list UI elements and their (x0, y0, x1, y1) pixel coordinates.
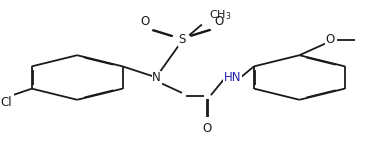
Text: O: O (140, 15, 149, 28)
Text: Cl: Cl (0, 96, 12, 109)
Text: O: O (214, 15, 224, 28)
Text: O: O (326, 33, 335, 46)
Text: HN: HN (224, 71, 241, 84)
Text: N: N (152, 71, 161, 84)
Text: S: S (178, 33, 186, 46)
Text: O: O (203, 122, 212, 135)
Text: CH$_3$: CH$_3$ (209, 8, 232, 22)
